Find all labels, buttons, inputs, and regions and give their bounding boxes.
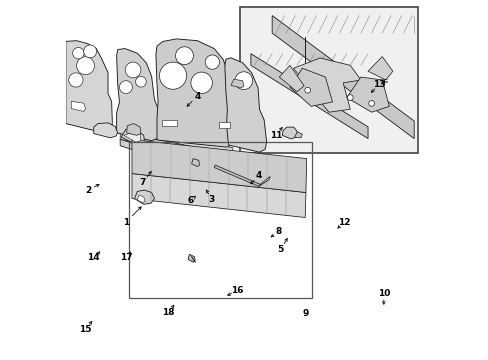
Polygon shape [289, 68, 332, 106]
Polygon shape [134, 190, 154, 204]
Text: 11: 11 [269, 131, 282, 140]
Polygon shape [346, 77, 388, 112]
Text: 17: 17 [120, 253, 132, 262]
Text: 6: 6 [187, 196, 194, 205]
Circle shape [119, 81, 132, 94]
Circle shape [77, 57, 94, 75]
Polygon shape [120, 123, 233, 155]
Circle shape [190, 72, 212, 94]
Polygon shape [156, 39, 236, 147]
Polygon shape [230, 79, 244, 88]
Circle shape [73, 48, 84, 59]
Text: 16: 16 [231, 285, 243, 294]
Polygon shape [121, 129, 144, 145]
Polygon shape [191, 158, 199, 166]
Text: 5: 5 [277, 245, 283, 254]
Polygon shape [188, 254, 195, 262]
Polygon shape [116, 49, 160, 141]
Polygon shape [132, 174, 305, 217]
Text: 15: 15 [79, 325, 92, 334]
Circle shape [175, 47, 193, 64]
Text: 9: 9 [302, 310, 308, 319]
Circle shape [83, 45, 97, 58]
Polygon shape [293, 58, 360, 112]
Circle shape [125, 62, 141, 78]
Polygon shape [120, 131, 231, 163]
Text: 10: 10 [377, 289, 389, 298]
Polygon shape [132, 140, 306, 193]
Bar [162, 120, 176, 126]
Bar [129, 143, 312, 298]
Polygon shape [224, 58, 266, 152]
Text: 2: 2 [85, 185, 91, 194]
Polygon shape [250, 54, 367, 139]
Text: 14: 14 [87, 253, 100, 262]
Text: 13: 13 [372, 80, 385, 89]
Circle shape [234, 72, 252, 90]
Polygon shape [279, 65, 304, 92]
Circle shape [159, 62, 186, 89]
Polygon shape [126, 123, 141, 135]
Polygon shape [137, 195, 145, 203]
Polygon shape [71, 102, 85, 111]
Text: 4: 4 [194, 91, 200, 100]
Bar [219, 122, 230, 128]
Circle shape [304, 87, 310, 93]
Polygon shape [367, 57, 392, 80]
Circle shape [205, 55, 219, 69]
Polygon shape [251, 179, 259, 187]
Circle shape [69, 73, 83, 87]
Polygon shape [123, 131, 141, 142]
Text: 3: 3 [208, 195, 214, 204]
Polygon shape [94, 123, 118, 138]
Polygon shape [66, 41, 112, 133]
Text: 18: 18 [162, 309, 175, 318]
Text: 4: 4 [255, 171, 262, 180]
Polygon shape [120, 139, 230, 173]
Polygon shape [272, 15, 413, 139]
Text: 7: 7 [139, 178, 145, 187]
Polygon shape [282, 127, 297, 139]
Circle shape [346, 95, 352, 100]
Text: 12: 12 [337, 218, 349, 227]
Polygon shape [258, 176, 270, 186]
Bar [240, 7, 417, 153]
Polygon shape [214, 165, 260, 186]
Text: 1: 1 [122, 218, 129, 227]
Circle shape [135, 76, 146, 87]
Polygon shape [294, 132, 302, 138]
Circle shape [368, 100, 374, 106]
Circle shape [379, 68, 387, 77]
Text: 8: 8 [275, 227, 282, 236]
